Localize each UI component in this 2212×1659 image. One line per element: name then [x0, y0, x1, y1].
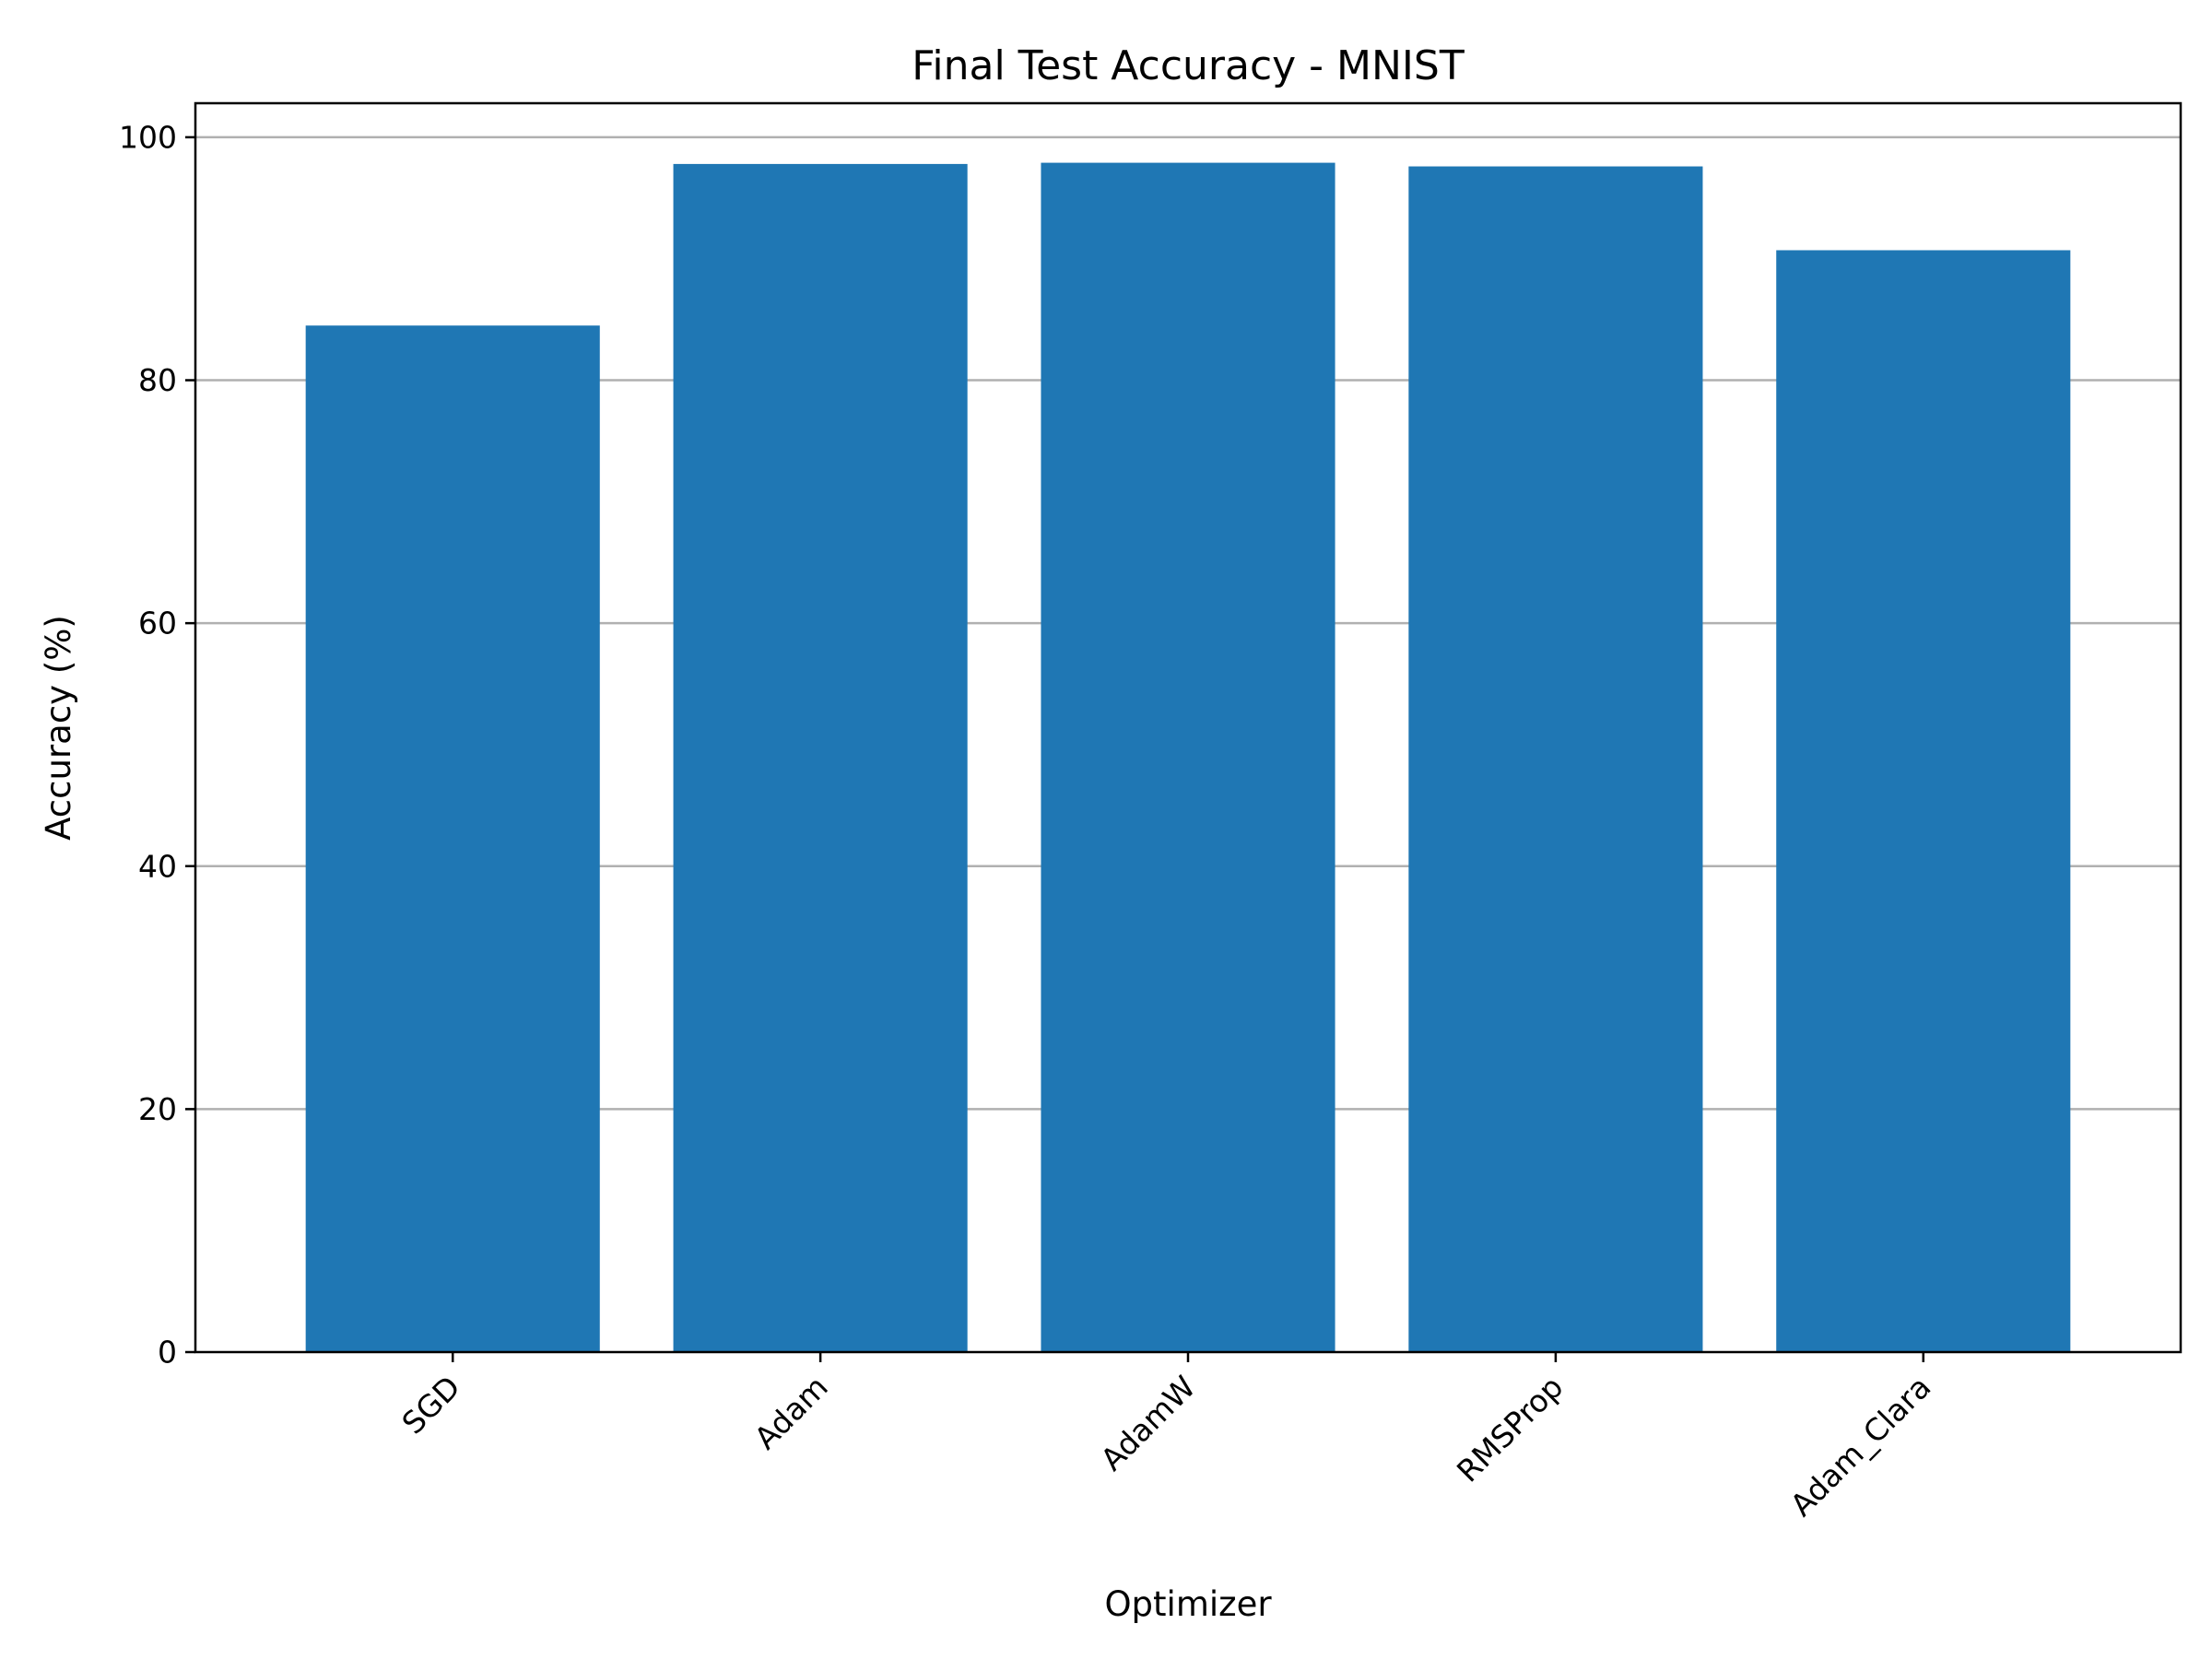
- y-tick-label: 40: [138, 848, 177, 884]
- y-axis-label: Accuracy (%): [39, 615, 78, 841]
- y-tick-label: 80: [138, 362, 177, 398]
- bar-rmsprop: [1408, 166, 1703, 1352]
- bar-adam-clara: [1776, 250, 2071, 1353]
- y-tick-label: 20: [138, 1091, 177, 1127]
- chart-title: Final Test Accuracy - MNIST: [912, 42, 1465, 89]
- bar-sgd: [305, 325, 600, 1353]
- y-axis-ticks: 0 20 40 60 80 100: [119, 119, 195, 1371]
- x-axis-label: Optimizer: [1104, 1584, 1272, 1624]
- y-tick-label: 0: [158, 1335, 177, 1371]
- bar-adamw: [1041, 162, 1335, 1353]
- y-tick-label: 60: [138, 606, 177, 641]
- bar-adam: [673, 163, 968, 1352]
- bars: [305, 162, 2071, 1353]
- y-tick-label: 100: [119, 119, 177, 155]
